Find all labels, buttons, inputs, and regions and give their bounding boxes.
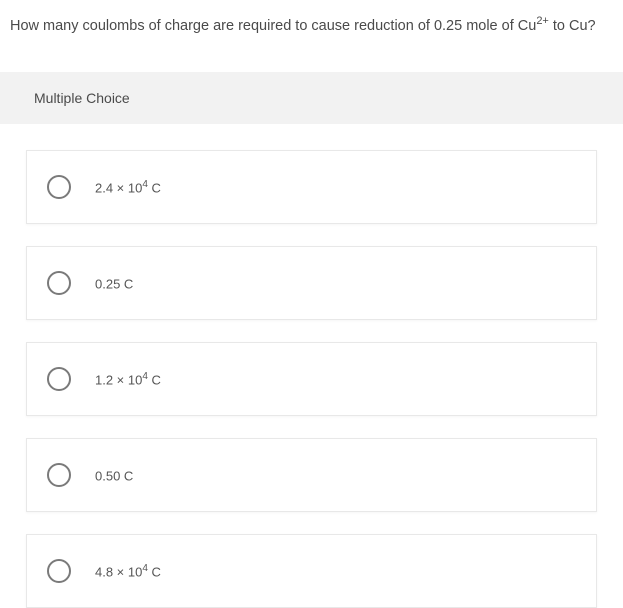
option-text-pre: 0.50 C xyxy=(95,468,133,483)
option-card[interactable]: 2.4 × 104 C xyxy=(26,150,597,224)
option-label: 0.50 C xyxy=(95,467,133,483)
radio-icon[interactable] xyxy=(47,175,71,199)
option-text-post: C xyxy=(148,180,161,195)
question-text: How many coulombs of charge are required… xyxy=(0,0,623,56)
radio-icon[interactable] xyxy=(47,271,71,295)
option-card[interactable]: 4.8 × 104 C xyxy=(26,534,597,608)
option-label: 0.25 C xyxy=(95,275,133,291)
option-text-pre: 2.4 × 10 xyxy=(95,180,142,195)
question-suffix: to Cu? xyxy=(549,18,596,34)
option-text-post: C xyxy=(148,564,161,579)
radio-icon[interactable] xyxy=(47,463,71,487)
option-card[interactable]: 0.50 C xyxy=(26,438,597,512)
section-header: Multiple Choice xyxy=(0,72,623,124)
question-superscript: 2+ xyxy=(536,15,549,27)
question-prefix: How many coulombs of charge are required… xyxy=(10,18,536,34)
option-text-post: C xyxy=(148,372,161,387)
option-label: 2.4 × 104 C xyxy=(95,179,161,195)
option-label: 1.2 × 104 C xyxy=(95,371,161,387)
option-text-pre: 4.8 × 10 xyxy=(95,564,142,579)
option-text-pre: 0.25 C xyxy=(95,276,133,291)
radio-icon[interactable] xyxy=(47,367,71,391)
options-container: 2.4 × 104 C 0.25 C 1.2 × 104 C 0.50 C 4.… xyxy=(0,124,623,608)
option-card[interactable]: 0.25 C xyxy=(26,246,597,320)
option-label: 4.8 × 104 C xyxy=(95,563,161,579)
option-card[interactable]: 1.2 × 104 C xyxy=(26,342,597,416)
option-text-pre: 1.2 × 10 xyxy=(95,372,142,387)
